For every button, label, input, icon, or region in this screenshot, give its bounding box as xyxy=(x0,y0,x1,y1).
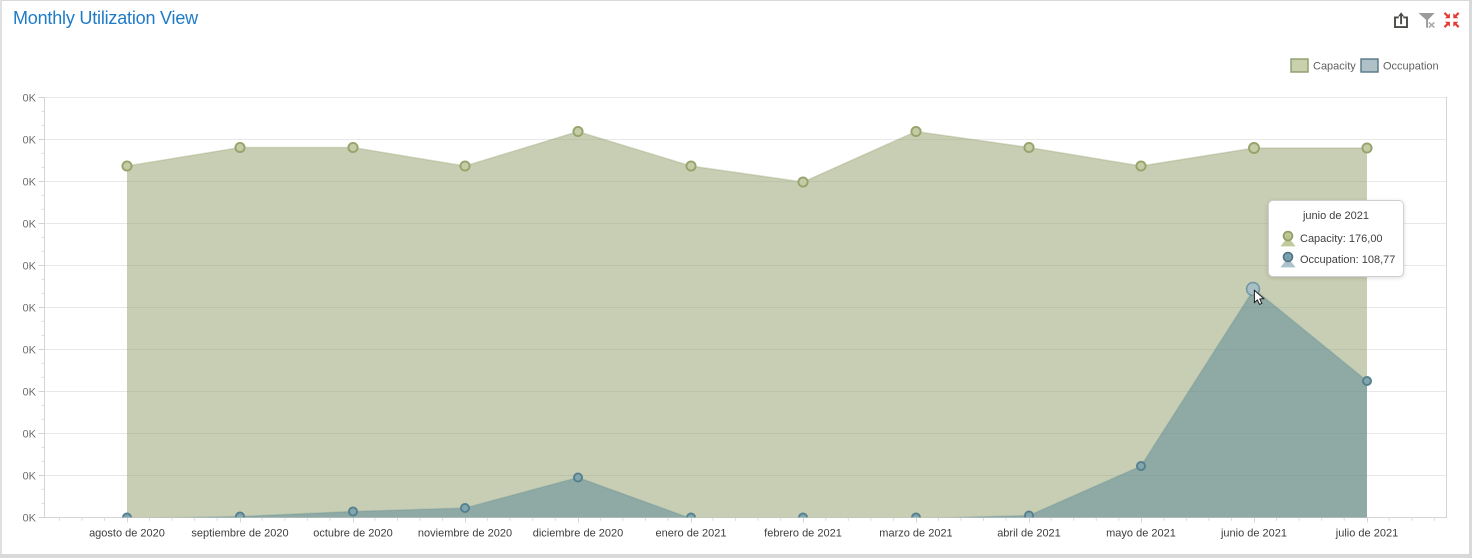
svg-text:0K: 0K xyxy=(23,260,37,272)
svg-text:noviembre de 2020: noviembre de 2020 xyxy=(418,528,512,540)
svg-text:abril de 2021: abril de 2021 xyxy=(997,528,1061,540)
svg-text:0K: 0K xyxy=(23,428,37,440)
svg-text:mayo de 2021: mayo de 2021 xyxy=(1106,528,1176,540)
svg-text:marzo de 2021: marzo de 2021 xyxy=(879,528,952,540)
svg-text:0K: 0K xyxy=(23,176,37,188)
svg-text:agosto de 2020: agosto de 2020 xyxy=(89,528,165,540)
svg-text:0K: 0K xyxy=(23,386,37,398)
svg-text:0K: 0K xyxy=(23,512,37,524)
svg-text:0K: 0K xyxy=(23,470,37,482)
svg-text:octubre de 2020: octubre de 2020 xyxy=(313,528,393,540)
svg-text:0K: 0K xyxy=(23,92,37,104)
svg-text:0K: 0K xyxy=(23,218,37,230)
svg-text:Occupation: Occupation xyxy=(1383,61,1439,73)
svg-text:febrero de 2021: febrero de 2021 xyxy=(764,528,842,540)
svg-text:enero de 2021: enero de 2021 xyxy=(656,528,727,540)
svg-text:0K: 0K xyxy=(23,302,37,314)
svg-text:0K: 0K xyxy=(23,344,37,356)
svg-text:0K: 0K xyxy=(23,134,37,146)
svg-text:junio de 2021: junio de 2021 xyxy=(1220,528,1287,540)
svg-text:septiembre de 2020: septiembre de 2020 xyxy=(191,528,288,540)
svg-text:Capacity: Capacity xyxy=(1313,61,1356,73)
svg-text:diciembre de 2020: diciembre de 2020 xyxy=(533,528,624,540)
svg-text:julio de 2021: julio de 2021 xyxy=(1335,528,1398,540)
